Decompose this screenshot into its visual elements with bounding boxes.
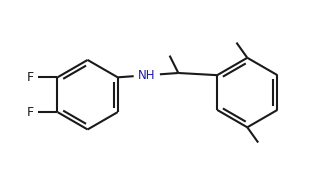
Text: F: F (26, 71, 34, 84)
Text: F: F (26, 106, 34, 119)
Text: NH: NH (138, 69, 156, 82)
